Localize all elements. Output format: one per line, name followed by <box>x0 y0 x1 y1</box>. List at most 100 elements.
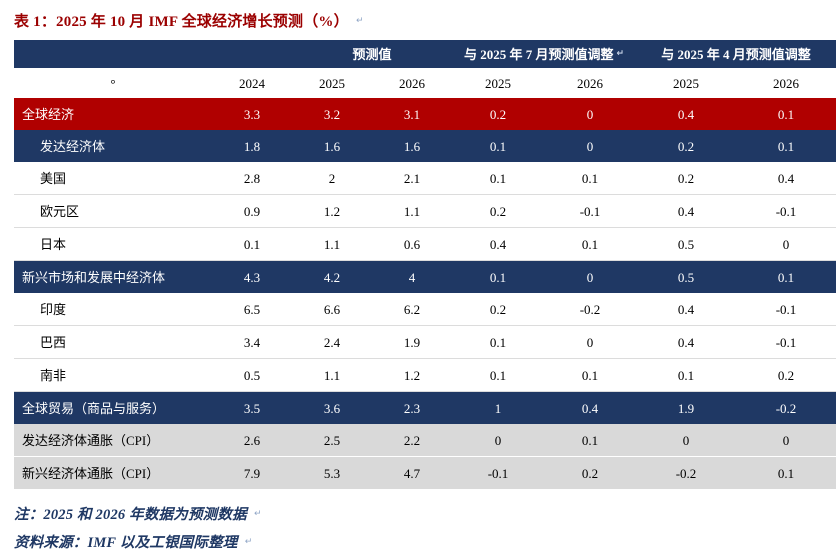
cell-value: 0.4 <box>777 170 795 186</box>
note-text: 注：2025 和 2026 年数据为预测数据 <box>14 507 247 523</box>
cell-value: 0.1 <box>777 465 795 481</box>
cell-value: 2 <box>328 170 336 186</box>
cell-value: 2.5 <box>323 432 341 448</box>
cell-value: 0.2 <box>677 138 695 154</box>
cell-value: 0.4 <box>581 400 599 416</box>
cell-value: 0 <box>782 236 790 252</box>
row-label: 日本 <box>40 236 67 252</box>
row-label: 新兴市场和发展中经济体 <box>22 269 166 285</box>
cell-value: 0.1 <box>243 236 261 252</box>
cell-value: 0 <box>586 138 594 154</box>
cell-value: 1.8 <box>243 138 261 154</box>
cell-value: 0.9 <box>243 203 261 219</box>
cell-value: 5.3 <box>323 465 341 481</box>
cell-value: 7.9 <box>243 465 261 481</box>
cell-value: 0.4 <box>677 106 695 122</box>
table-header-groups-row: 预测值 与 2025 年 7 月预测值调整 ↵ 与 2025 年 4 月预测值调… <box>14 40 839 68</box>
cell-value: 0.1 <box>777 269 795 285</box>
cell-value: 0 <box>586 334 594 350</box>
cell-value: -0.1 <box>775 203 797 219</box>
row-label: 欧元区 <box>40 203 80 219</box>
cell-value: 0.1 <box>777 138 795 154</box>
cell-value: 4.2 <box>323 269 341 285</box>
cell-value: 0.1 <box>489 170 507 186</box>
table-row-grid: 巴西 3.4 2.4 1.9 0.1 0 0.4 -0.1 <box>14 326 836 359</box>
cell-value: 0.2 <box>677 170 695 186</box>
row-label: 美国 <box>40 170 67 186</box>
table-row-grid: 全球经济 3.3 3.2 3.1 0.2 0 0.4 0.1 <box>14 98 836 130</box>
end-of-line-mark: ↵ <box>254 508 262 519</box>
header-year: 2025 <box>319 75 345 91</box>
cell-value: 0.2 <box>489 106 507 122</box>
cell-value: 0 <box>586 106 594 122</box>
table-row-grid: 欧元区 0.9 1.2 1.1 0.2 -0.1 0.4 -0.1 <box>14 195 836 228</box>
cell-value: 3.4 <box>243 334 261 350</box>
table-row: 新兴经济体通胀（CPI）7.95.34.7-0.10.2-0.20.1↵ <box>14 457 839 490</box>
title-line: 表 1：2025 年 10 月 IMF 全球经济增长预测（%） ↵ <box>14 10 839 31</box>
header-year: 2024 <box>239 75 265 91</box>
cell-value: 4.7 <box>403 465 421 481</box>
table-row-grid: 南非 0.5 1.1 1.2 0.1 0.1 0.1 0.2 <box>14 359 836 392</box>
header-forecast-group: 预测值 <box>352 46 392 62</box>
table-row: 印度6.56.66.20.2-0.20.4-0.1↵ <box>14 293 839 326</box>
cell-value: 0.5 <box>243 367 261 383</box>
row-label: 全球贸易（商品与服务） <box>22 400 166 416</box>
header-empty-cell <box>212 40 292 68</box>
cell-value: 0.1 <box>489 334 507 350</box>
note-line: 资料来源：IMF 以及工银国际整理 ↵ <box>14 531 839 552</box>
row-label: 发达经济体通胀（CPI） <box>22 432 160 448</box>
cell-value: -0.1 <box>487 465 509 481</box>
cell-value: 6.2 <box>403 301 421 317</box>
table-row: 全球贸易（商品与服务）3.53.62.310.41.9-0.2↵ <box>14 392 839 424</box>
cell-value: 4.3 <box>243 269 261 285</box>
cell-value: 1.1 <box>323 236 341 252</box>
table-row-grid: 印度 6.5 6.6 6.2 0.2 -0.2 0.4 -0.1 <box>14 293 836 326</box>
row-label: 巴西 <box>40 334 67 350</box>
header-year: 2026 <box>577 75 603 91</box>
cell-value: 1.1 <box>403 203 421 219</box>
header-year: 2025 <box>673 75 699 91</box>
cell-value: 2.4 <box>323 334 341 350</box>
cell-value: 3.6 <box>323 400 341 416</box>
cell-value: 4 <box>408 269 416 285</box>
end-of-cell-marker: ° <box>110 75 116 91</box>
row-label: 新兴经济体通胀（CPI） <box>22 465 160 481</box>
cell-value: 3.2 <box>323 106 341 122</box>
end-of-line-mark: ↵ <box>356 15 364 26</box>
cell-value: -0.1 <box>579 203 601 219</box>
cell-value: 0.4 <box>489 236 507 252</box>
cell-value: 2.6 <box>243 432 261 448</box>
cell-value: 1.9 <box>403 334 421 350</box>
table-header-years-row: ° 2024 2025 2026 2025 2026 2025 2026 ↵ <box>14 68 839 98</box>
cell-value: 0 <box>682 432 690 448</box>
page-title: 表 1：2025 年 10 月 IMF 全球经济增长预测（%） <box>14 14 349 30</box>
cell-value: 2.8 <box>243 170 261 186</box>
table-row-grid: 发达经济体 1.8 1.6 1.6 0.1 0 0.2 0.1 <box>14 130 836 162</box>
cell-value: 0.1 <box>581 367 599 383</box>
table-row-grid: 新兴市场和发展中经济体 4.3 4.2 4 0.1 0 0.5 0.1 <box>14 261 836 293</box>
note-text: 资料来源：IMF 以及工银国际整理 <box>14 535 238 551</box>
cell-value: 2.3 <box>403 400 421 416</box>
cell-value: 0.4 <box>677 203 695 219</box>
table-row: 巴西3.42.41.90.100.4-0.1↵ <box>14 326 839 359</box>
cell-value: 0.4 <box>677 334 695 350</box>
cell-value: 0.1 <box>677 367 695 383</box>
cell-value: 2.1 <box>403 170 421 186</box>
end-of-line-mark: ↵ <box>244 536 253 547</box>
forecast-table: 预测值 与 2025 年 7 月预测值调整 ↵ 与 2025 年 4 月预测值调… <box>14 40 839 490</box>
cell-value: 0.1 <box>581 170 599 186</box>
header-adjust-july-text: 与 2025 年 7 月预测值调整 <box>463 46 614 62</box>
cell-value: -0.2 <box>675 465 697 481</box>
table-row: 发达经济体通胀（CPI）2.62.52.200.100↵ <box>14 424 839 457</box>
cell-value: 0.2 <box>489 203 507 219</box>
cell-value: 0.5 <box>677 236 695 252</box>
cell-value: 3.5 <box>243 400 261 416</box>
header-empty-cell <box>14 40 212 68</box>
header-adjust-april-text: 与 2025 年 4 月预测值调整 <box>661 46 811 62</box>
cell-value: -0.1 <box>775 334 797 350</box>
cell-value: 0.1 <box>581 236 599 252</box>
cell-value: -0.2 <box>775 400 797 416</box>
cell-value: 0.6 <box>403 236 421 252</box>
